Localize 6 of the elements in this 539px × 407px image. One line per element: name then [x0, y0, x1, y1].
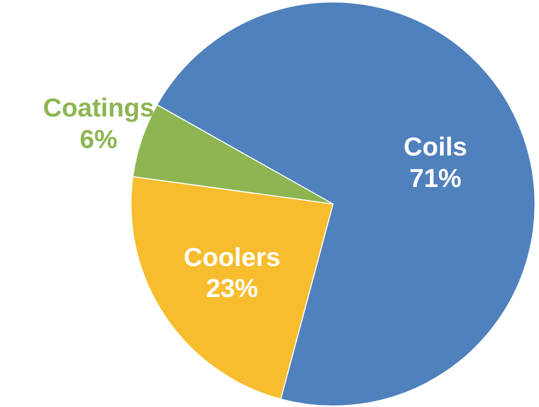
data-label: 23%: [206, 273, 258, 304]
data-label: 6%: [80, 124, 118, 154]
slice-label: Coolers: [184, 242, 280, 272]
data-label: 71%: [409, 162, 462, 193]
slice-label: Coils: [404, 132, 468, 162]
slice-label: Coatings: [42, 92, 154, 123]
